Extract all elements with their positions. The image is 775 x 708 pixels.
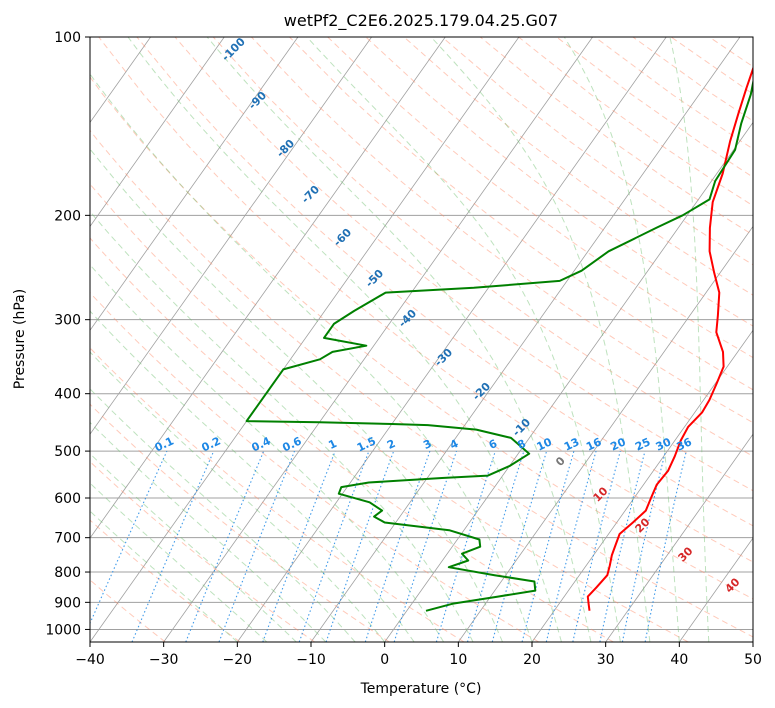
moist-adiabat — [90, 310, 415, 642]
dry-adiabat — [90, 183, 689, 642]
x-tick-label: 0 — [380, 652, 389, 668]
dry-adiabat — [90, 460, 315, 642]
mixing-ratio-line — [521, 450, 575, 642]
y-tick-label: 300 — [54, 313, 81, 329]
moist-adiabat — [206, 37, 592, 642]
x-axis-ticks: −40 −30 −20 −10 0 10 20 30 40 50 — [75, 642, 762, 668]
dry-adiabat — [403, 37, 753, 296]
dry-adiabat — [136, 37, 753, 527]
mixing-ratio-line — [572, 450, 621, 642]
dry-adiabat — [212, 37, 753, 457]
y-tick-label: 800 — [54, 565, 81, 581]
mixing-ratio-line — [262, 450, 336, 642]
x-tick-label: −10 — [296, 652, 326, 668]
mixing-ratio-line — [218, 450, 296, 642]
moist-adiabat — [90, 264, 445, 642]
isotherm — [310, 37, 741, 642]
mixing-ratio-line — [491, 450, 548, 642]
isotherm — [90, 37, 446, 539]
dry-adiabat — [251, 37, 753, 424]
y-tick-label: 1000 — [45, 622, 81, 638]
series-group — [245, 65, 753, 612]
mixing-ratio-label: 20 — [608, 435, 628, 453]
background-lines — [90, 37, 753, 642]
moist-adiabat — [669, 37, 710, 642]
mixing-ratio-label: 10 — [535, 435, 555, 453]
x-tick-label: 40 — [670, 652, 688, 668]
y-tick-label: 900 — [54, 595, 81, 611]
mixing-ratio-label: 13 — [562, 435, 581, 453]
isotherm — [90, 37, 520, 642]
mixing-ratio-line — [621, 450, 667, 642]
isotherm — [384, 121, 753, 642]
y-tick-label: 400 — [54, 387, 81, 403]
x-tick-label: 10 — [449, 652, 467, 668]
isotherm — [679, 537, 753, 642]
dry-adiabat — [174, 37, 753, 492]
moist-adiabat — [563, 37, 680, 642]
x-tick-label: 30 — [597, 652, 615, 668]
mixing-ratio-line — [90, 450, 168, 625]
moist-adiabat — [430, 37, 651, 642]
moist-adiabat — [90, 421, 327, 642]
y-tick-label: 200 — [54, 208, 81, 224]
x-tick-label: −40 — [75, 652, 105, 668]
mixing-ratio-label: 30 — [654, 435, 674, 453]
y-axis-ticks: 100 200 300 400 500 600 700 800 900 1000 — [45, 30, 90, 638]
moist-adiabat — [306, 37, 621, 642]
dewpoint-profile-line — [245, 77, 753, 612]
y-tick-label: 500 — [54, 444, 81, 460]
isotherm — [90, 37, 225, 228]
mixing-ratio-label: 36 — [674, 435, 694, 453]
dry-adiabat — [98, 37, 753, 563]
mixing-ratio-label: 16 — [584, 435, 604, 453]
moist-adiabat — [90, 210, 474, 642]
isotherm — [458, 225, 753, 642]
x-axis-label: Temperature (°C) — [360, 681, 482, 697]
mixing-ratio-line — [393, 450, 458, 642]
moist-adiabat — [90, 351, 386, 642]
mixing-ratio-line — [298, 450, 370, 642]
isotherm — [237, 37, 667, 642]
y-axis-label: Pressure (hPa) — [12, 289, 28, 389]
moist-adiabat — [90, 453, 297, 642]
moist-adiabat — [90, 388, 356, 642]
mixing-ratio-line — [599, 450, 646, 642]
x-tick-label: −30 — [149, 652, 179, 668]
x-tick-label: −20 — [223, 652, 253, 668]
moist-adiabat — [90, 482, 268, 642]
chart-title: wetPf2_C2E6.2025.179.04.25.G07 — [284, 11, 558, 31]
dry-adiabat — [289, 37, 753, 391]
isotherm — [90, 37, 299, 331]
mixing-ratio-line — [545, 450, 597, 642]
y-tick-label: 600 — [54, 491, 81, 507]
x-tick-label: 20 — [523, 652, 541, 668]
temperature-profile-line — [586, 65, 753, 611]
dry-adiabat — [90, 403, 390, 642]
mixing-ratio-line — [466, 450, 525, 642]
mixing-ratio-line — [364, 450, 431, 642]
moist-adiabat — [90, 73, 533, 642]
mixing-ratio-label: 25 — [633, 435, 652, 453]
moist-adiabat — [127, 37, 562, 642]
isotherm — [605, 433, 753, 642]
dry-adiabat — [90, 237, 614, 642]
y-tick-label: 700 — [54, 531, 81, 547]
mixing-ratio-line — [435, 450, 496, 642]
y-tick-label: 100 — [54, 30, 81, 46]
mixing-ratio-line — [325, 450, 395, 642]
isotherm — [163, 37, 593, 642]
dry-adiabat — [90, 291, 540, 642]
mixing-ratio-line — [185, 450, 265, 642]
mixing-ratio-line — [131, 450, 215, 642]
isotherm — [531, 329, 753, 642]
plot-frame — [89, 36, 754, 643]
x-tick-label: 50 — [744, 652, 762, 668]
isotherm — [90, 37, 372, 435]
